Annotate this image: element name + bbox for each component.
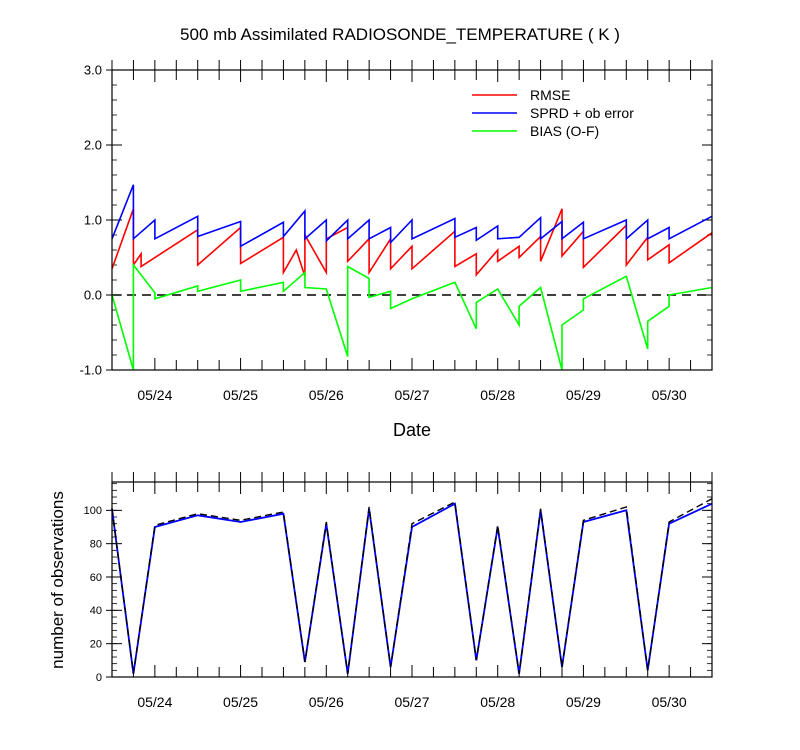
bottom-ticks: 100 80 60 40 20 0 05/24 05/25 05/26 05/27 05/28 05/… [84, 472, 713, 710]
top-xtick-label: 05/29 [566, 387, 601, 403]
bottom-xtick-label: 05/30 [652, 694, 687, 710]
y-axis-label: number of observations [48, 491, 67, 669]
x-axis-label: Date [393, 420, 431, 440]
legend-label: SPRD + ob error [530, 105, 634, 121]
top-ytick-label: -1.0 [80, 363, 102, 378]
legend-label: RMSE [530, 87, 570, 103]
top-series-group [111, 184, 713, 371]
top-ytick-label: 1.0 [84, 213, 102, 228]
chart-title: 500 mb Assimilated RADIOSONDE_TEMPERATUR… [180, 25, 620, 44]
bottom-ytick-label: 20 [90, 639, 102, 651]
top-series-line-3 [111, 262, 713, 371]
bottom-xtick-label: 05/28 [480, 694, 515, 710]
legend-label: BIAS (O-F) [530, 123, 599, 139]
top-xtick-label: 05/26 [309, 387, 344, 403]
bottom-series-group [111, 498, 713, 674]
top-ytick-label: 3.0 [84, 63, 102, 78]
top-plot-frame [111, 69, 713, 371]
bottom-plot-frame [111, 481, 713, 678]
bottom-ytick-label: 0 [96, 672, 102, 684]
top-xtick-label: 05/27 [394, 387, 429, 403]
top-series-line-2 [111, 184, 713, 248]
bottom-series-line-2 [111, 498, 713, 674]
top-legend: RMSE SPRD + ob error BIAS (O-F) [472, 87, 634, 139]
top-xtick-label: 05/30 [652, 387, 687, 403]
top-ytick-label: 0.0 [84, 288, 102, 303]
top-ytick-label: 2.0 [84, 138, 102, 153]
bottom-series-line-1 [111, 502, 713, 674]
top-xtick-label: 05/28 [480, 387, 515, 403]
bottom-plot: 100 80 60 40 20 0 05/24 05/25 05/26 05/27 05/28 05/… [84, 472, 713, 710]
bottom-ytick-label: 80 [90, 539, 102, 551]
bottom-xtick-label: 05/25 [223, 694, 258, 710]
top-plot: 3.0 2.0 1.0 0.0 -1.0 05/24 05/25 05/26 05/27 05/2… [80, 60, 713, 403]
bottom-xtick-label: 05/29 [566, 694, 601, 710]
bottom-xtick-label: 05/26 [309, 694, 344, 710]
bottom-xtick-label: 05/27 [394, 694, 429, 710]
bottom-xtick-label: 05/24 [137, 694, 172, 710]
bottom-ytick-label: 40 [90, 605, 102, 617]
bottom-ytick-label: 100 [84, 505, 102, 517]
top-xtick-label: 05/25 [223, 387, 258, 403]
top-ticks: 3.0 2.0 1.0 0.0 -1.0 05/24 05/25 05/26 05/27 05/2… [80, 60, 713, 403]
bottom-ytick-label: 60 [90, 572, 102, 584]
top-xtick-label: 05/24 [137, 387, 172, 403]
